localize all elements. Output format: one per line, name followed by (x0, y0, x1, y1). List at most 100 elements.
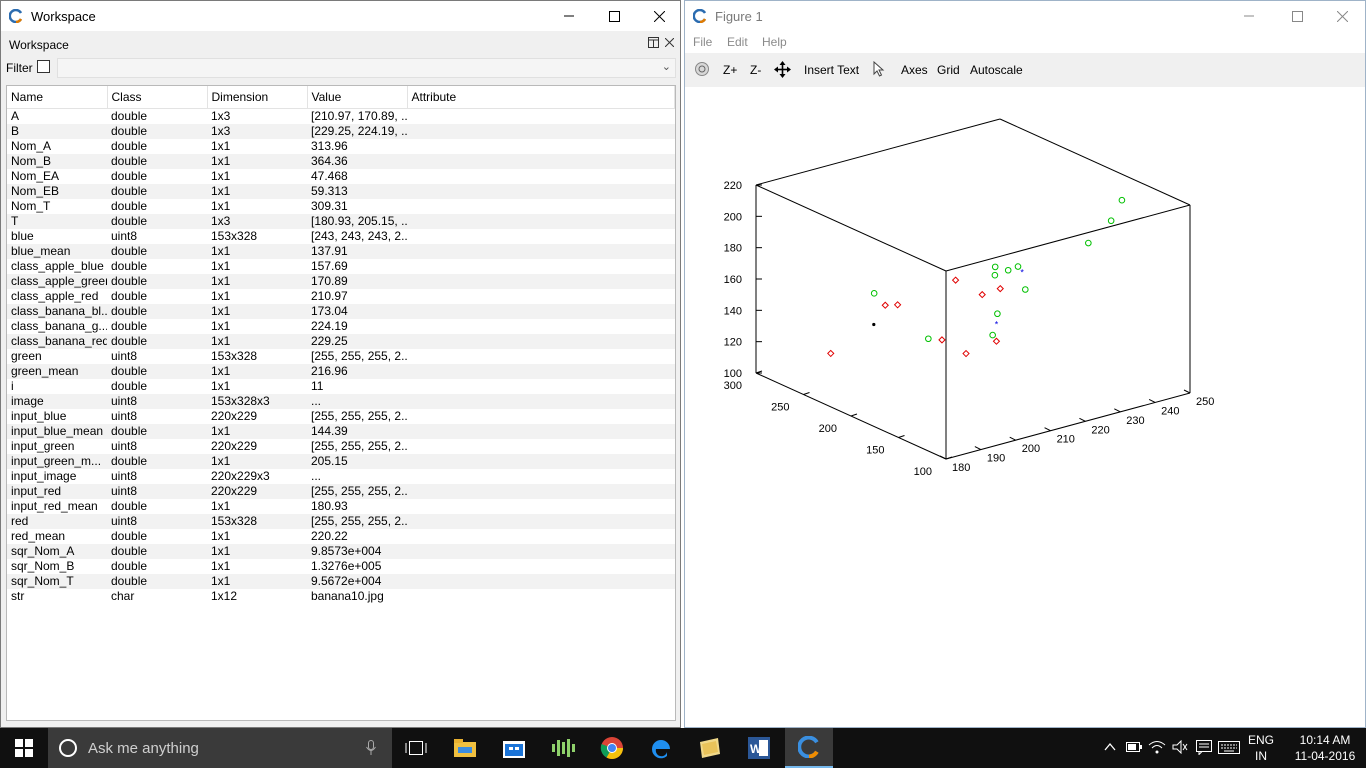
table-row[interactable]: blue uint8 153x328 [243, 243, 243, 2... (7, 229, 675, 244)
audio-app[interactable] (539, 728, 587, 768)
table-row[interactable]: class_apple_blue double 1x1 157.69 (7, 259, 675, 274)
table-row[interactable]: image uint8 153x328x3... (7, 394, 675, 409)
filter-checkbox[interactable] (37, 60, 50, 73)
table-row[interactable]: input_green_m... double 1x1 205.15 (7, 454, 675, 469)
table-row[interactable]: green_mean double 1x1 216.96 (7, 364, 675, 379)
chevron-down-icon[interactable]: ⌄ (661, 61, 671, 73)
notes-app[interactable] (686, 728, 734, 768)
table-row[interactable]: input_blue_mean double 1x1 144.39 (7, 424, 675, 439)
table-row[interactable]: blue_mean double 1x1 137.91 (7, 244, 675, 259)
column-header-value[interactable]: Value (307, 86, 408, 109)
action-center-icon[interactable] (1196, 740, 1212, 755)
plot-canvas[interactable]: 100 120 140 160 180 200 220 300 250 200 150 100 180 1… (685, 87, 1365, 727)
table-row[interactable]: i double 1x1 11 (7, 379, 675, 394)
cell-dimension: 1x1 (211, 199, 231, 213)
menu-edit[interactable]: Edit (727, 35, 748, 49)
search-box[interactable]: Ask me anything (48, 728, 392, 768)
scilab-app[interactable] (785, 728, 833, 768)
microphone-icon[interactable] (366, 740, 376, 756)
table-row[interactable]: sqr_Nom_A double 1x1 9.8573e+004 (7, 544, 675, 559)
zoom-out-button[interactable]: Z- (750, 63, 762, 77)
table-row[interactable]: green uint8 153x328 [255, 255, 255, 2... (7, 349, 675, 364)
rotate-icon[interactable] (694, 61, 710, 77)
table-row[interactable]: str char 1x12 banana10.jpg (7, 589, 675, 604)
autoscale-button[interactable]: Autoscale (970, 63, 1023, 77)
cell-class: double (107, 214, 207, 229)
table-row[interactable]: sqr_Nom_T double 1x1 9.5672e+004 (7, 574, 675, 589)
filter-combobox[interactable]: ⌄ (57, 58, 676, 78)
battery-icon[interactable] (1126, 741, 1142, 753)
table-row[interactable]: Nom_A double 1x1 313.96 (7, 139, 675, 154)
insert-text-button[interactable]: Insert Text (804, 63, 860, 77)
menu-help[interactable]: Help (762, 35, 787, 49)
scatter-3d-plot[interactable]: 100 120 140 160 180 200 220 300 250 200 150 100 180 1… (685, 87, 1365, 727)
cell-name: input_blue_mean (7, 424, 107, 439)
keyboard-icon[interactable] (1218, 741, 1240, 754)
column-header-name[interactable]: Name (7, 86, 108, 109)
wifi-icon[interactable] (1148, 739, 1166, 755)
table-row[interactable]: sqr_Nom_B double 1x1 1.3276e+005 (7, 559, 675, 574)
cell-attribute (407, 544, 675, 559)
table-row[interactable]: class_apple_green double 1x1 170.89 (7, 274, 675, 289)
zoom-in-button[interactable]: Z+ (723, 63, 738, 77)
pointer-icon[interactable] (873, 61, 885, 77)
cell-attribute (407, 199, 675, 214)
column-header-class[interactable]: Class (107, 86, 208, 109)
table-row[interactable]: class_banana_bl... double 1x1 173.04 (7, 304, 675, 319)
table-row[interactable]: input_red_mean double 1x1 180.93 (7, 499, 675, 514)
task-view-button[interactable] (392, 728, 440, 768)
table-row[interactable]: input_blue uint8 220x229 [255, 255, 255, 2.… (7, 409, 675, 424)
grid-button[interactable]: Grid (937, 63, 960, 77)
cell-dimension: 1x3 (207, 124, 307, 139)
cell-dimension: 1x3 (211, 109, 231, 123)
start-button[interactable] (0, 728, 48, 768)
table-row[interactable]: Nom_EB double 1x1 59.313 (7, 184, 675, 199)
table-row[interactable]: input_green uint8 220x229 [255, 255, 255, 2… (7, 439, 675, 454)
table-row[interactable]: class_apple_red double 1x1 210.97 (7, 289, 675, 304)
clock-time[interactable]: 10:14 AM (1299, 733, 1351, 747)
store-app[interactable] (490, 728, 538, 768)
word-app[interactable]: W (735, 728, 783, 768)
language-region[interactable]: IN (1255, 749, 1267, 763)
figure-titlebar[interactable]: Figure 1 (685, 1, 1365, 31)
table-row[interactable]: class_banana_g... double 1x1 224.19 (7, 319, 675, 334)
edge-app[interactable] (637, 728, 685, 768)
data-point (992, 337, 1001, 345)
clock-date[interactable]: 11-04-2016 (1294, 749, 1356, 763)
menu-file[interactable]: File (693, 35, 713, 49)
table-row[interactable]: input_red uint8 220x229 [255, 255, 255, 2..… (7, 484, 675, 499)
y-tick (974, 446, 982, 451)
table-row[interactable]: red uint8 153x328 [255, 255, 255, 2... (7, 514, 675, 529)
maximize-button[interactable] (591, 1, 637, 31)
table-row[interactable]: Nom_EA double 1x1 47.468 (7, 169, 675, 184)
pan-icon[interactable] (774, 61, 791, 78)
table-row[interactable]: input_image uint8 220x229x3... (7, 469, 675, 484)
table-row[interactable]: Nom_B double 1x1 364.36 (7, 154, 675, 169)
language-code[interactable]: ENG (1247, 733, 1274, 747)
x-tick (803, 392, 810, 395)
undock-icon[interactable] (648, 37, 659, 48)
maximize-button[interactable] (1274, 1, 1320, 31)
minimize-button[interactable] (1226, 1, 1272, 31)
table-row[interactable]: red_mean double 1x1 220.22 (7, 529, 675, 544)
panel-close-icon[interactable] (665, 38, 674, 47)
file-explorer-app[interactable] (441, 728, 489, 768)
column-header-attribute[interactable]: Attribute (407, 86, 675, 109)
column-header-dimension[interactable]: Dimension (207, 86, 308, 109)
chrome-app[interactable] (588, 728, 636, 768)
close-button[interactable] (1319, 1, 1365, 31)
cell-name: B (7, 124, 107, 139)
table-row[interactable]: class_banana_red double 1x1 229.25 (7, 334, 675, 349)
close-button[interactable] (636, 1, 682, 31)
table-row[interactable]: Nom_T double 1x1 309.31 (7, 199, 675, 214)
volume-muted-icon[interactable] (1172, 740, 1188, 754)
axes-button[interactable]: Axes (901, 63, 928, 77)
minimize-button[interactable] (546, 1, 592, 31)
cell-value: [255, 255, 255, 2... (311, 349, 407, 363)
chevron-up-icon[interactable] (1104, 742, 1116, 752)
workspace-titlebar[interactable]: Workspace (1, 1, 680, 31)
